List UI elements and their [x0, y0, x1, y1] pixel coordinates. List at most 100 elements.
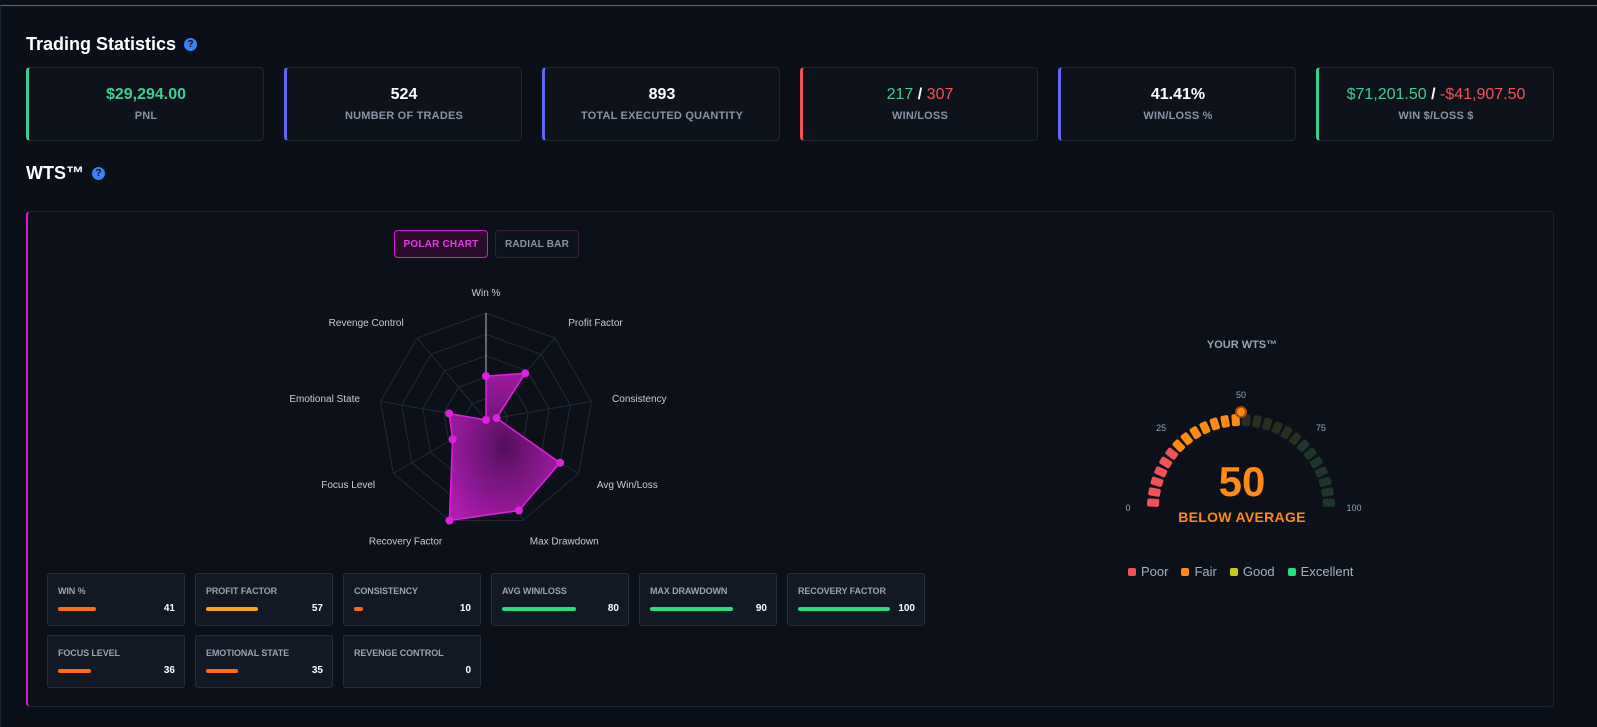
gauge-segment — [1262, 417, 1273, 431]
wts-heading: WTS™ — [26, 163, 84, 183]
metric-progress-bar — [206, 669, 239, 673]
polar-chart-button[interactable]: POLAR CHART — [394, 230, 488, 258]
metric-card-consistency: CONSISTENCY 10 — [343, 573, 481, 626]
gauge-legend: Poor Fair Good Excellent — [1128, 564, 1353, 579]
radar-point-emotional-state[interactable] — [445, 409, 454, 418]
gauge-segment — [1165, 447, 1179, 460]
legend-item-poor: Poor — [1128, 564, 1168, 579]
metric-name: FOCUS LEVEL — [58, 648, 120, 658]
win-loss-dollars-label: WIN $/LOSS $ — [1398, 110, 1474, 122]
metric-progress-bar — [58, 607, 96, 611]
radar-axis-label: Recovery Factor — [369, 536, 443, 547]
metric-card-avg-win-loss: AVG WIN/LOSS 80 — [491, 573, 629, 626]
wts-title: WTS™ ? — [26, 163, 105, 184]
gauge-segment — [1289, 432, 1302, 446]
win-loss-value: 217 / 307 — [887, 86, 954, 104]
gauge-tick-label: 75 — [1316, 423, 1326, 433]
gauge-segment — [1154, 466, 1168, 478]
metric-value: 80 — [607, 603, 619, 614]
wts-help-icon[interactable]: ? — [92, 167, 105, 180]
gauge-segment — [1280, 426, 1293, 440]
stat-card-win-loss: 217 / 307 WIN/LOSS — [800, 67, 1038, 141]
metric-name: REVENGE CONTROL — [354, 648, 444, 658]
loss-count: 307 — [926, 86, 954, 103]
gauge-segment — [1199, 421, 1211, 435]
app-frame — [0, 5, 1597, 727]
metric-value: 57 — [311, 603, 323, 614]
radar-axis-label: Win % — [472, 288, 501, 299]
gauge-segment — [1180, 432, 1193, 446]
legend-item-fair: Fair — [1181, 564, 1217, 579]
stat-card-executed-quantity: 893 TOTAL EXECUTED QUANTITY — [542, 67, 780, 141]
gauge-segment — [1303, 447, 1317, 460]
metric-name: RECOVERY FACTOR — [798, 586, 886, 596]
radar-point-profit-factor[interactable] — [521, 369, 530, 378]
stat-card-number-of-trades: 524 NUMBER OF TRADES — [284, 67, 522, 141]
gauge-segment — [1271, 421, 1283, 435]
metric-card-revenge-control: REVENGE CONTROL 0 — [343, 635, 481, 688]
metric-value: 35 — [311, 665, 323, 676]
metric-name: PROFIT FACTOR — [206, 586, 278, 596]
radar-point-focus-level[interactable] — [448, 435, 457, 444]
gauge-segment — [1159, 456, 1173, 469]
metric-name: EMOTIONAL STATE — [206, 648, 289, 658]
loss-dollars: -$41,907.50 — [1440, 86, 1526, 103]
metric-value: 0 — [465, 665, 471, 676]
metric-name: AVG WIN/LOSS — [502, 586, 567, 596]
win-loss-percent-value: 41.41% — [1150, 86, 1206, 103]
win-loss-dollars-separator: / — [1426, 86, 1440, 103]
radar-point-win[interactable] — [482, 372, 490, 381]
radar-axis-label: Revenge Control — [329, 318, 404, 329]
metric-card-win: WIN % 41 — [47, 573, 185, 626]
legend-swatch-fair — [1181, 567, 1190, 576]
metric-name: WIN % — [58, 586, 86, 596]
trading-statistics-title: Trading Statistics ? — [26, 34, 198, 55]
legend-item-good: Good — [1229, 564, 1275, 579]
legend-label-poor: Poor — [1141, 564, 1169, 579]
gauge-segment — [1150, 476, 1164, 487]
metric-progress-bar — [206, 607, 259, 611]
radar-point-revenge-control[interactable] — [482, 416, 490, 424]
win-loss-percent-label: WIN/LOSS % — [1143, 110, 1213, 122]
gauge-segment — [1189, 426, 1202, 440]
metric-value: 41 — [163, 603, 175, 614]
gauge-tick-label: 25 — [1156, 423, 1166, 433]
metric-card-recovery-factor: RECOVERY FACTOR 100 — [787, 573, 925, 626]
win-dollars: $71,201.50 — [1346, 86, 1427, 103]
metric-value: 90 — [755, 603, 767, 614]
metric-value: 100 — [898, 603, 915, 614]
radar-axis-label: Emotional State — [289, 394, 360, 405]
stat-card-pnl: $29,294.00 PNL — [26, 67, 264, 141]
gauge-tick-label: 0 — [1125, 503, 1130, 513]
radar-point-max-drawdown[interactable] — [514, 506, 523, 515]
gauge-segment — [1322, 498, 1335, 507]
gauge-segment — [1220, 415, 1230, 428]
metric-progress-bar — [650, 607, 733, 611]
metric-card-profit-factor: PROFIT FACTOR 57 — [195, 573, 333, 626]
radar-point-avg-win-loss[interactable] — [556, 458, 565, 467]
legend-label-fair: Fair — [1194, 564, 1217, 579]
gauge-tick-label: 100 — [1346, 503, 1361, 513]
radar-point-consistency[interactable] — [492, 414, 501, 423]
win-loss-label: WIN/LOSS — [892, 110, 948, 122]
radar-axis-label: Consistency — [612, 394, 666, 405]
gauge-segment — [1172, 439, 1186, 453]
legend-swatch-good — [1229, 567, 1238, 576]
radar-spoke — [416, 337, 487, 421]
pnl-value: $29,294.00 — [105, 86, 187, 103]
executed-quantity-value: 893 — [648, 86, 676, 103]
legend-item-excellent: Excellent — [1287, 564, 1354, 579]
radar-axis-label: Profit Factor — [568, 318, 623, 329]
win-count: 217 — [886, 86, 914, 103]
gauge-score: 50 — [1218, 458, 1266, 505]
radial-bar-button[interactable]: RADIAL BAR — [495, 230, 579, 258]
gauge-segment — [1242, 414, 1251, 427]
legend-swatch-excellent — [1287, 567, 1296, 576]
help-icon[interactable]: ? — [184, 38, 198, 51]
legend-label-excellent: Excellent — [1300, 564, 1354, 579]
legend-label-good: Good — [1242, 564, 1275, 579]
number-of-trades-label: NUMBER OF TRADES — [344, 110, 464, 122]
radar-point-recovery-factor[interactable] — [445, 516, 454, 525]
metric-name: CONSISTENCY — [354, 586, 418, 596]
